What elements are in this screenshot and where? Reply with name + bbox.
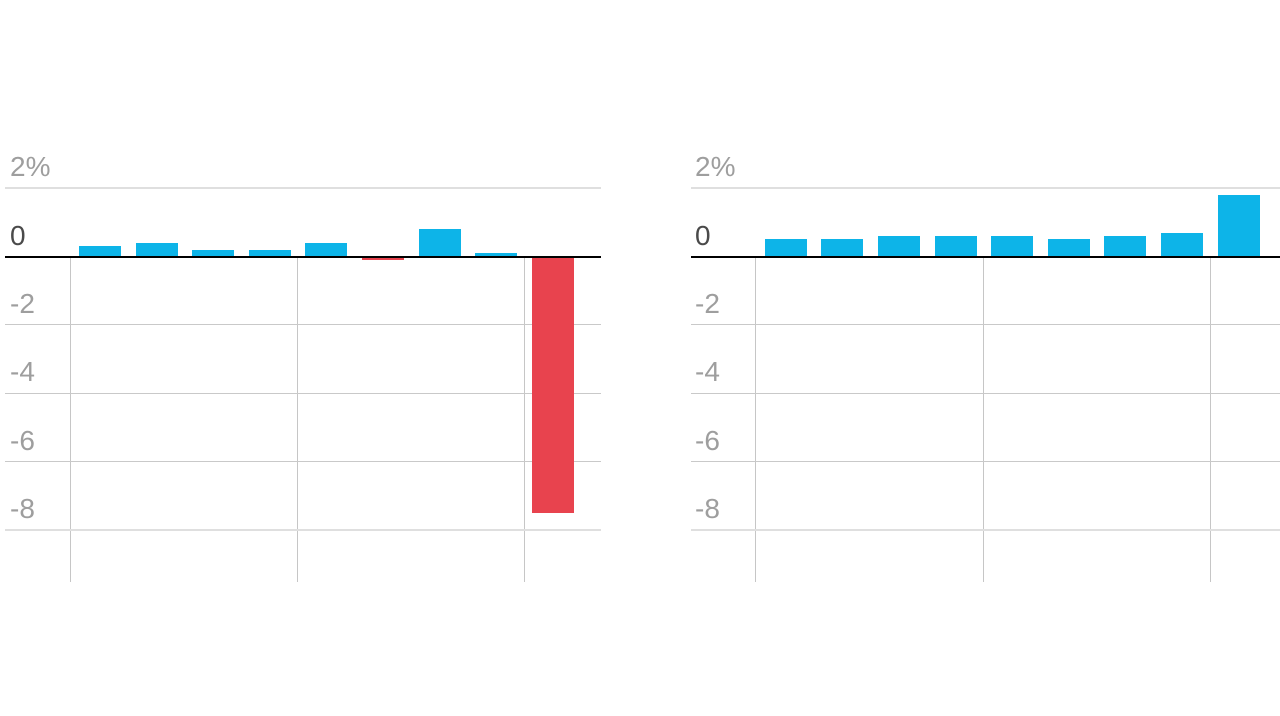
bar-positive: [475, 253, 518, 257]
bar-positive: [248, 249, 291, 257]
y-gridline: [5, 187, 601, 190]
bar-positive: [821, 239, 864, 257]
bar-positive: [1217, 194, 1260, 257]
y-tick-label: -4: [695, 356, 720, 388]
bar-positive: [192, 249, 235, 257]
bar-positive: [305, 242, 348, 257]
y-gridline: [5, 529, 601, 532]
y-gridline: [5, 324, 601, 326]
bar-positive: [764, 239, 807, 257]
bar-negative: [531, 257, 574, 513]
bar-negative: [362, 257, 404, 260]
bar-positive: [1160, 232, 1203, 257]
bar-positive: [418, 229, 461, 257]
year-divider-gridline: [1210, 257, 1211, 582]
y-tick-label: -4: [10, 356, 35, 388]
y-tick-label: 2%: [695, 151, 736, 183]
y-tick-label: -6: [10, 424, 35, 456]
year-divider-gridline: [755, 257, 756, 582]
bar-positive: [934, 235, 977, 257]
y-tick-label: -6: [695, 424, 720, 456]
y-gridline: [691, 324, 1280, 326]
zero-baseline: [5, 255, 601, 258]
y-gridline: [691, 529, 1280, 532]
y-tick-label: 0: [695, 219, 711, 251]
year-divider-gridline: [297, 257, 298, 582]
y-tick-label: 2%: [10, 151, 51, 183]
y-gridline: [5, 461, 601, 463]
y-gridline: [691, 461, 1280, 463]
year-divider-gridline: [524, 257, 525, 582]
bar-positive: [1047, 239, 1090, 257]
y-tick-label: -2: [695, 287, 720, 319]
year-divider-gridline: [982, 257, 984, 582]
y-tick-label: -8: [695, 493, 720, 525]
y-gridline: [5, 392, 601, 394]
bar-positive: [79, 246, 121, 257]
y-tick-label: 0: [10, 219, 26, 251]
y-gridline: [691, 392, 1280, 394]
bar-positive: [1104, 235, 1147, 257]
year-divider-gridline: [70, 257, 71, 582]
y-gridline: [691, 187, 1280, 190]
bar-positive: [135, 242, 178, 257]
y-tick-label: -2: [10, 287, 35, 319]
zero-baseline: [691, 255, 1280, 258]
bar-positive: [877, 235, 920, 257]
y-tick-label: -8: [10, 493, 35, 525]
bar-positive: [991, 235, 1034, 257]
